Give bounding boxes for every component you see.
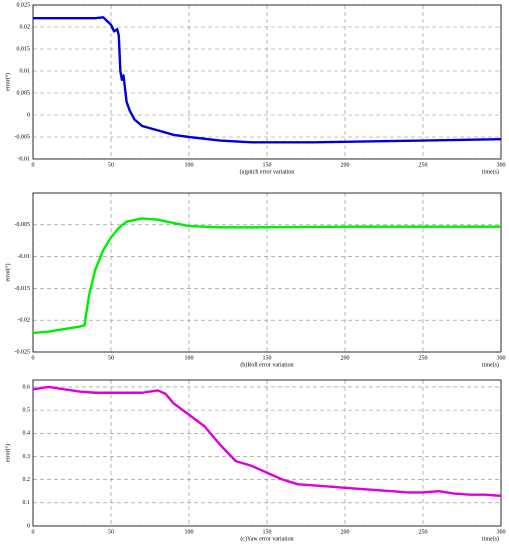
y-axis-label: error(°): [4, 444, 11, 462]
x-tick-label: 300: [497, 529, 506, 535]
chart-caption: (c)Yaw error variation: [240, 535, 293, 542]
x-tick-label: 300: [497, 355, 506, 361]
x-tick-label: 0: [32, 529, 35, 535]
x-axis-label: time(s): [482, 168, 499, 175]
y-tick-label: -0.015: [15, 286, 31, 292]
data-line: [32, 385, 502, 498]
x-tick-label: 150: [263, 355, 272, 361]
y-tick-label: -0.025: [15, 349, 31, 355]
x-tick-label: 150: [263, 529, 272, 535]
y-tick-label: 0.1: [23, 500, 31, 506]
y-tick-label: -0.02: [18, 318, 31, 324]
x-tick-label: 200: [341, 529, 350, 535]
plot-frame: [32, 4, 502, 160]
x-tick-label: 0: [32, 162, 35, 168]
y-tick-label: -0.005: [15, 222, 31, 228]
data-line: [33, 16, 502, 144]
x-axis-label: time(s): [482, 361, 499, 368]
y-tick-label: 0.02: [20, 24, 31, 30]
y-tick-label: 0: [27, 523, 30, 529]
x-tick-label: 100: [185, 529, 194, 535]
x-tick-label: 250: [419, 529, 428, 535]
x-tick-label: 150: [263, 162, 272, 168]
x-tick-label: 200: [341, 355, 350, 361]
y-tick-label: 0.025: [17, 2, 31, 8]
x-axis-label: time(s): [482, 535, 499, 542]
y-tick-label: 0.3: [23, 454, 31, 460]
x-tick-label: 100: [185, 355, 194, 361]
x-tick-label: 200: [341, 162, 350, 168]
x-tick-label: 50: [108, 355, 114, 361]
y-tick-label: 0.5: [23, 408, 31, 414]
y-tick-label: -0.005: [15, 134, 31, 140]
y-tick-label: -0.01: [18, 254, 31, 260]
y-axis-label: error(°): [4, 263, 11, 281]
y-tick-label: 0.2: [23, 477, 31, 483]
y-tick-label: 0.005: [17, 90, 31, 96]
data-line: [32, 217, 501, 335]
chart-caption: (a)pitch error variation: [240, 168, 295, 175]
x-tick-label: 50: [108, 162, 114, 168]
y-axis-label: error(°): [4, 73, 11, 91]
plot-frame: [32, 192, 502, 353]
x-tick-label: 50: [108, 529, 114, 535]
plot-frame: [32, 379, 502, 527]
x-tick-label: 250: [419, 162, 428, 168]
x-tick-label: 250: [419, 355, 428, 361]
y-tick-label: 0.6: [23, 384, 31, 390]
x-tick-label: 300: [497, 162, 506, 168]
x-tick-label: 0: [32, 355, 35, 361]
x-tick-label: 100: [185, 162, 194, 168]
y-tick-label: 0.015: [17, 46, 31, 52]
y-tick-label: 0: [27, 112, 30, 118]
y-tick-label: 0.4: [23, 431, 31, 437]
y-tick-label: -0.01: [18, 156, 31, 162]
y-tick-label: 0.01: [20, 68, 31, 74]
chart-caption: (b)Roll error variation: [240, 361, 293, 368]
